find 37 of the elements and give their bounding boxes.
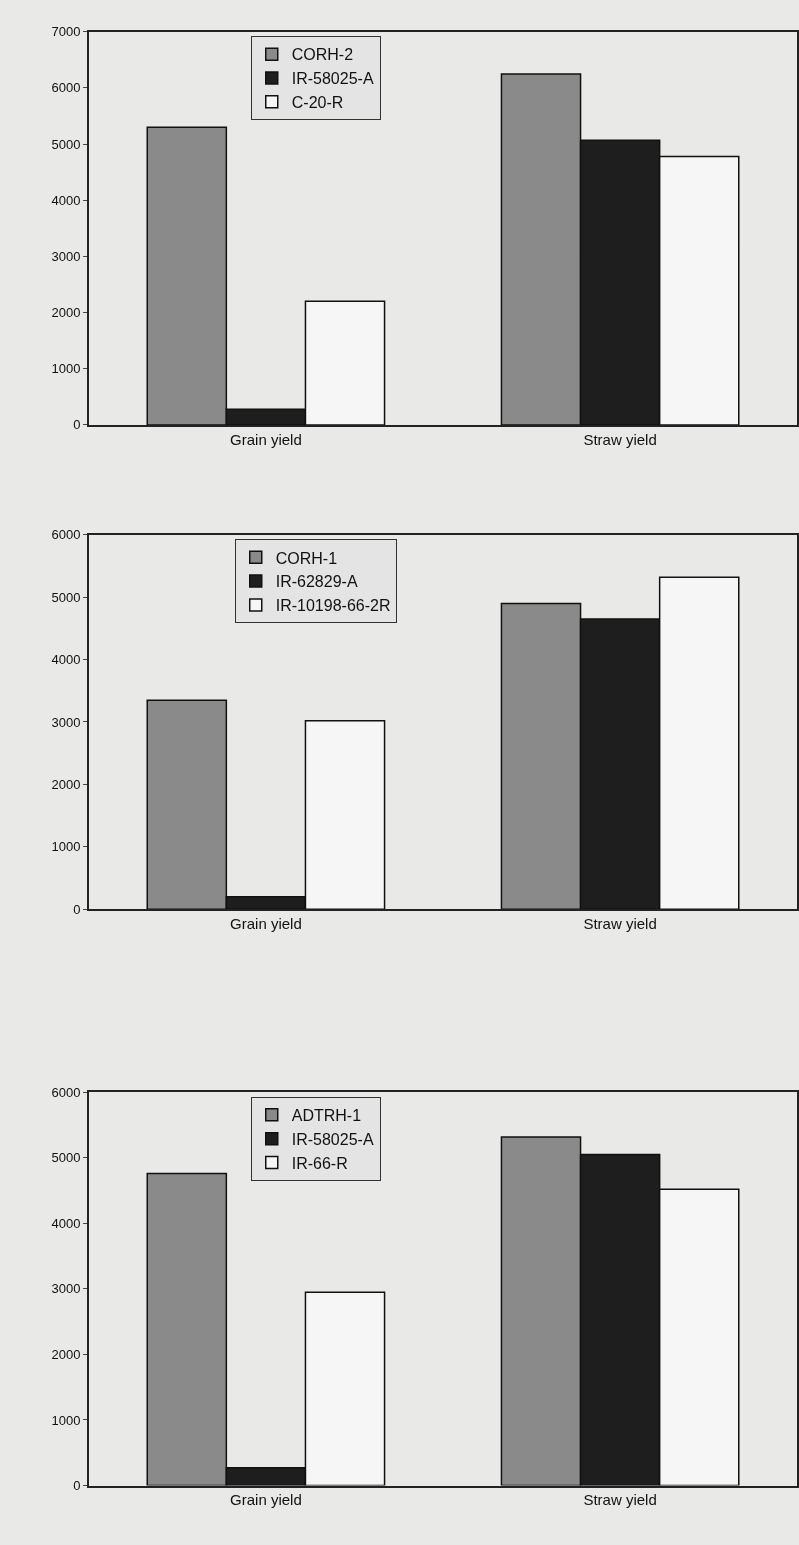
x-tick-label: Grain yield	[230, 914, 302, 932]
y-tick-label: 3000	[51, 248, 81, 264]
legend-label: IR-10198-66-2R	[275, 597, 391, 615]
y-tick-label: 4000	[51, 1215, 81, 1231]
y-tick-label: 2000	[51, 305, 81, 321]
y-tick-label: 2000	[51, 776, 81, 792]
y-tick-label: 3000	[51, 1281, 81, 1297]
legend-label: IR-62829-A	[275, 573, 358, 591]
legend-label: ADTRH-1	[291, 1107, 362, 1125]
legend-label: IR-58025-A	[291, 1130, 374, 1148]
legend-label: C-20-R	[291, 94, 344, 112]
y-tick-label: 0	[73, 901, 81, 917]
y-tick-label: 6000	[51, 527, 81, 543]
x-tick-label: Grain yield	[230, 1491, 302, 1509]
y-tick-label: 5000	[51, 136, 81, 152]
y-tick-label: 1000	[51, 1412, 81, 1428]
legend-label: IR-66-R	[291, 1154, 348, 1172]
x-tick-label: Straw yield	[583, 430, 657, 448]
x-tick-label: Straw yield	[583, 1491, 657, 1509]
y-tick-label: 0	[73, 417, 81, 433]
y-tick-label: 1000	[51, 839, 81, 855]
y-tick-label: 6000	[51, 80, 81, 96]
x-tick-label: Grain yield	[230, 430, 302, 448]
y-tick-label: 5000	[51, 1150, 81, 1166]
legend-label: CORH-2	[291, 46, 354, 64]
y-tick-label: 4000	[51, 192, 81, 208]
y-tick-label: 6000	[51, 1084, 81, 1100]
legend-label: IR-58025-A	[291, 70, 374, 88]
y-tick-label: 7000	[51, 24, 81, 40]
y-tick-label: 0	[73, 1478, 81, 1494]
y-tick-label: 4000	[51, 652, 81, 668]
y-tick-label: 3000	[51, 714, 81, 730]
y-tick-label: 2000	[51, 1347, 81, 1363]
legend-label: CORH-1	[275, 549, 338, 567]
x-tick-label: Straw yield	[583, 914, 657, 932]
y-tick-label: 1000	[51, 361, 81, 377]
y-tick-label: 5000	[51, 589, 81, 605]
